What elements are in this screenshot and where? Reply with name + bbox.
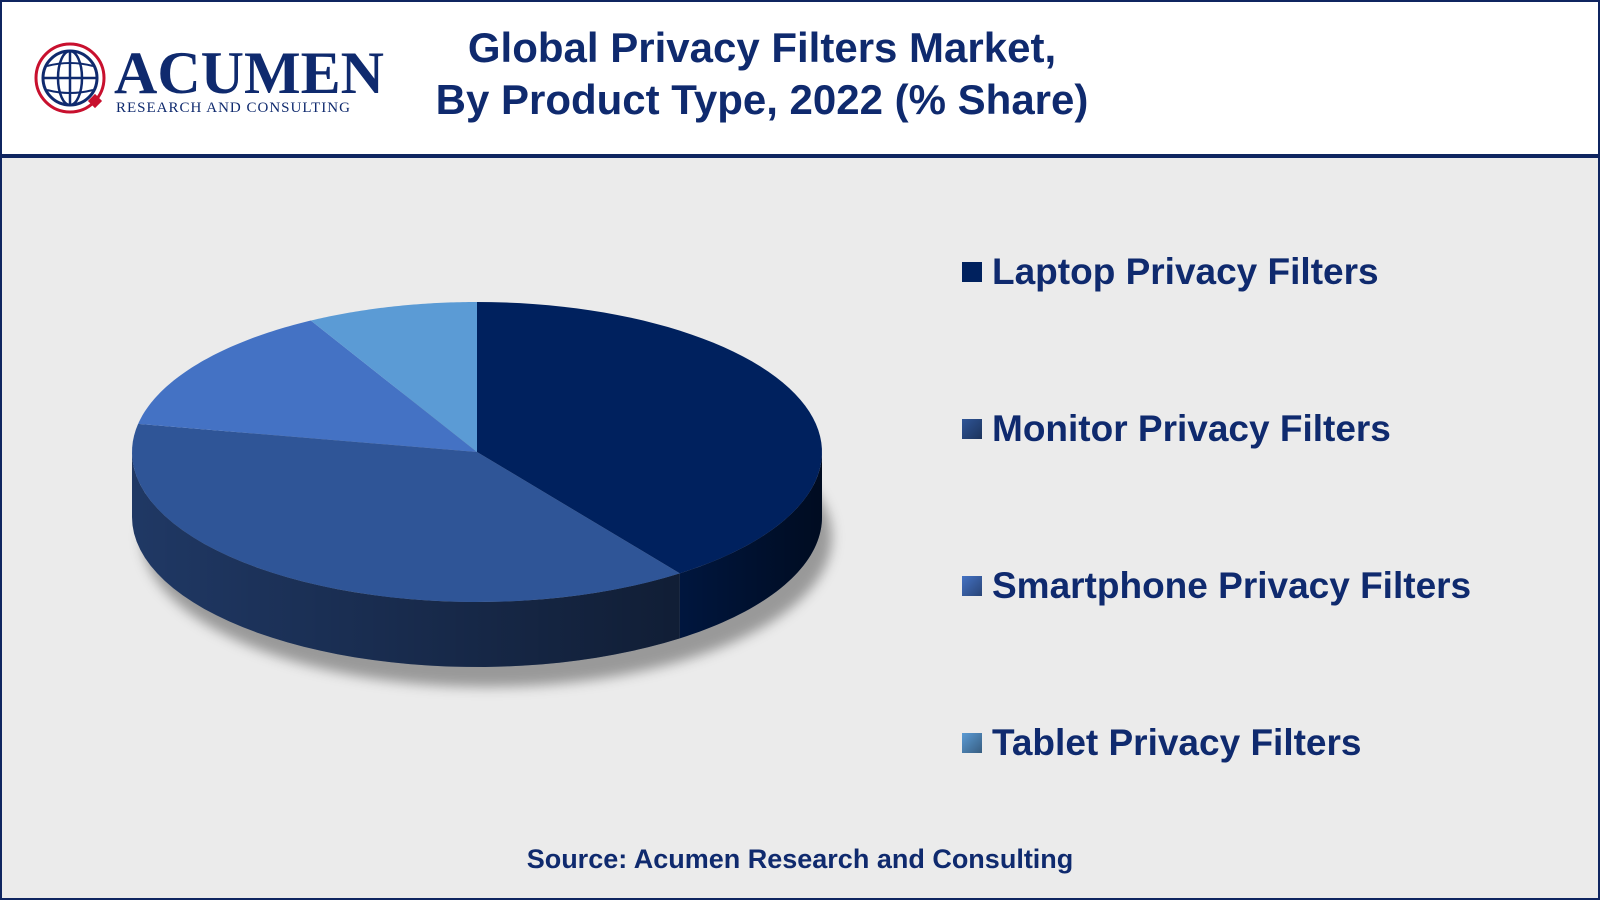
legend-swatch-laptop (962, 262, 982, 282)
legend-item-tablet: Tablet Privacy Filters (962, 718, 1361, 768)
pie-chart (132, 302, 832, 687)
legend-item-laptop: Laptop Privacy Filters (962, 247, 1379, 297)
pie-side-shade-monitor (132, 452, 680, 667)
legend-item-smartphone: Smartphone Privacy Filters (962, 561, 1471, 611)
chart-title: Global Privacy Filters Market, By Produc… (392, 22, 1132, 126)
globe-icon (34, 42, 106, 114)
legend-swatch-smartphone (962, 576, 982, 596)
logo-wordmark: ACUMEN (114, 40, 384, 106)
chart-title-line-2: By Product Type, 2022 (% Share) (435, 76, 1089, 123)
source-note: Source: Acumen Research and Consulting (526, 844, 1074, 874)
acumen-logo: ACUMEN RESEARCH AND CONSULTING (32, 34, 384, 124)
pie-slice-smartphone (138, 320, 478, 452)
pie-slice-monitor (132, 423, 680, 602)
pie-slice-tablet (310, 302, 477, 452)
logo-tagline: RESEARCH AND CONSULTING (116, 100, 351, 116)
pie-slice-laptop (477, 302, 822, 574)
header: ACUMEN RESEARCH AND CONSULTING Global Pr… (2, 2, 1598, 158)
legend-label-smartphone: Smartphone Privacy Filters (992, 565, 1472, 606)
legend-swatch-tablet (962, 733, 982, 753)
legend-label-laptop: Laptop Privacy Filters (992, 251, 1379, 292)
legend-label-tablet: Tablet Privacy Filters (992, 722, 1362, 763)
legend-item-monitor: Monitor Privacy Filters (962, 404, 1391, 454)
chart-title-line-1: Global Privacy Filters Market, (467, 24, 1057, 71)
pie-side-shade-laptop (679, 452, 822, 639)
legend-swatch-monitor (962, 419, 982, 439)
legend-label-monitor: Monitor Privacy Filters (992, 408, 1391, 449)
